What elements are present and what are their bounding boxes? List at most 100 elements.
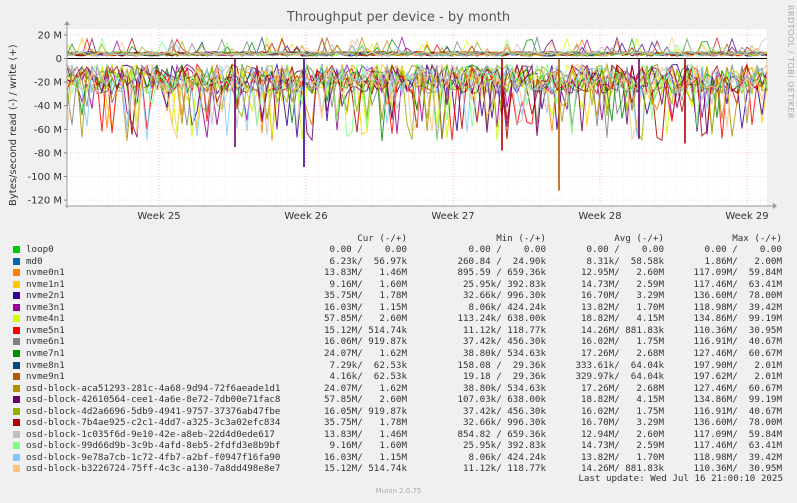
legend-swatch — [13, 326, 20, 334]
legend-series-name: md0 — [26, 255, 43, 267]
legend-min-value: 11.12k/ 118.77k — [463, 324, 546, 336]
series-read-line — [66, 58, 768, 141]
legend-row: osd-block-4d2a6696-5db9-4941-9757-37376a… — [0, 406, 797, 417]
legend-cur-value: 15.12M/ 514.74k — [324, 463, 407, 475]
legend-avg-value: 13.82M/ 1.70M — [581, 451, 664, 463]
legend-max-value: 136.60M/ 78.00M — [693, 417, 782, 429]
legend-swatch — [13, 373, 20, 381]
legend-series-name: nvme6n1 — [26, 336, 65, 348]
legend-min-value: 11.12k/ 118.77k — [463, 463, 546, 475]
legend-max-value: 117.46M/ 63.41M — [693, 440, 782, 452]
legend-avg-value: 18.82M/ 4.15M — [581, 313, 664, 325]
legend-series-name: nvme1n1 — [26, 278, 65, 290]
series-read-line — [66, 58, 768, 140]
legend-min-value: 0.00 / 0.00 — [468, 244, 546, 255]
legend-series-name: osd-block-99d66d9b-3c9b-4afd-8eb5-2fdfd3… — [26, 440, 281, 452]
x-axis-arrow — [773, 203, 777, 209]
legend-row: nvme4n1 57.85M/ 2.60M 113.24k/ 638.00k 18.8… — [0, 313, 797, 324]
legend-swatch — [13, 430, 20, 438]
legend-avg-value: 16.70M/ 3.29M — [581, 417, 664, 429]
legend-max-value: 127.46M/ 60.67M — [693, 382, 782, 394]
y-tick-label: -100 M — [27, 172, 62, 183]
x-tick-label: Week 27 — [431, 211, 474, 222]
x-tick-label: Week 28 — [578, 211, 621, 222]
y-axis-arrow — [64, 21, 70, 25]
legend-avg-value: 0.00 / 0.00 — [586, 244, 664, 255]
legend-cur-value: 16.03M/ 1.15M — [324, 451, 407, 463]
legend-series-name: osd-block-1c035f6d-9e10-42e-a8eb-22d4d0e… — [26, 428, 275, 440]
legend-row: nvme6n1 16.06M/ 919.87k 37.42k/ 456.30k 16.… — [0, 336, 797, 347]
legend-series-name: nvme0n1 — [26, 267, 65, 279]
legend-cur-value: 57.85M/ 2.60M — [324, 394, 407, 406]
y-tick-label: -40 M — [34, 101, 62, 112]
legend-min-value: 25.95k/ 392.83k — [463, 278, 546, 290]
legend-swatch — [13, 338, 20, 346]
legend-row: osd-block-1c035f6d-9e10-42e-a8eb-22d4d0e… — [0, 429, 797, 440]
legend-row: nvme1n1 9.16M/ 1.60M 25.95k/ 392.83k 14.73M… — [0, 279, 797, 290]
legend-cur-value: 15.12M/ 514.74k — [324, 324, 407, 336]
legend-series-name: osd-block-aca51293-281c-4a68-9d94-72f6ae… — [26, 382, 281, 394]
legend-avg-value: 18.82M/ 4.15M — [581, 394, 664, 406]
y-tick-label: -20 M — [34, 78, 62, 89]
legend-avg-value: 14.73M/ 2.59M — [581, 278, 664, 290]
legend-row: osd-block-b3226724-75ff-4c3c-a130-7a8dd4… — [0, 463, 797, 474]
legend-max-value: 197.90M/ 2.01M — [693, 359, 782, 371]
legend-cur-value: 16.06M/ 919.87k — [324, 336, 407, 348]
legend-cur-value: 24.07M/ 1.62M — [324, 347, 407, 359]
legend-avg-value: 8.31k/ 58.58k — [586, 255, 664, 267]
legend-row: md0 6.23k/ 56.97k 260.84 / 24.90k 8.31k/ 58… — [0, 256, 797, 267]
legend-swatch — [13, 349, 20, 357]
legend-row: nvme3n1 16.03M/ 1.15M 8.06k/ 424.24k 13.82M… — [0, 302, 797, 313]
legend-avg-value: 16.02M/ 1.75M — [581, 405, 664, 417]
last-update: Last update: Wed Jul 16 21:00:10 2025 — [578, 473, 783, 484]
legend-series-name: osd-block-42610564-cee1-4a6e-8e72-7db00e… — [26, 394, 281, 406]
legend-row: osd-block-42610564-cee1-4a6e-8e72-7db00e… — [0, 394, 797, 405]
series-write-line — [66, 36, 768, 57]
legend-swatch — [13, 315, 20, 323]
legend-avg-value: 16.70M/ 3.29M — [581, 290, 664, 302]
legend-max-value: 117.46M/ 63.41M — [693, 278, 782, 290]
legend-row: nvme8n1 7.29k/ 62.53k 158.08 / 29.36k 333.6… — [0, 360, 797, 371]
legend-cur-value: 13.83M/ 1.46M — [324, 267, 407, 279]
legend-avg-value: 14.26M/ 881.83k — [581, 463, 664, 475]
legend-min-value: 260.84 / 24.90k — [457, 255, 546, 267]
legend-avg-value: 12.95M/ 2.60M — [581, 267, 664, 279]
chart: 20 M 0 -20 M -40 M -60 M -80 M -100 M -120 M Wee… — [27, 21, 777, 222]
legend-row: loop0 0.00 / 0.00 0.00 / 0.00 0.00 / 0.00 0.… — [0, 244, 797, 255]
legend-row: nvme0n1 13.83M/ 1.46M 895.59 / 659.36k 12.9… — [0, 267, 797, 278]
legend-swatch — [13, 292, 20, 300]
legend-max-value: 110.36M/ 30.95M — [693, 463, 782, 475]
legend-max-value: 0.00 / 0.00 — [704, 244, 782, 255]
legend-min-value: 38.80k/ 534.63k — [463, 347, 546, 359]
series-write-line — [66, 36, 768, 57]
legend-cur-value: 6.23k/ 56.97k — [329, 255, 407, 267]
legend-min-value: 107.03k/ 638.00k — [457, 394, 546, 406]
legend-swatch — [13, 407, 20, 415]
legend-swatch — [13, 384, 20, 392]
legend-row: osd-block-9e78a7cb-1c72-4fb7-a2bf-f0947f… — [0, 452, 797, 463]
legend-avg-value: 17.26M/ 2.68M — [581, 382, 664, 394]
legend-max-value: 110.36M/ 30.95M — [693, 324, 782, 336]
series-read-line — [66, 58, 768, 141]
legend-cur-value: 57.85M/ 2.60M — [324, 313, 407, 325]
legend-min-value: 32.66k/ 996.30k — [463, 290, 546, 302]
chart-title: Throughput per device - by month — [286, 10, 511, 25]
legend-avg-value: 14.26M/ 881.83k — [581, 324, 664, 336]
legend-swatch — [13, 396, 20, 404]
legend-swatch — [13, 465, 20, 473]
legend-cur-value: 9.16M/ 1.60M — [329, 440, 407, 452]
legend-series-name: nvme2n1 — [26, 290, 65, 302]
legend-min-value: 158.08 / 29.36k — [457, 359, 546, 371]
munin-version: Munin 2.0.75 — [375, 487, 422, 495]
legend-swatch — [13, 280, 20, 288]
legend-series-name: nvme3n1 — [26, 301, 65, 313]
legend-max-value: 116.91M/ 40.67M — [693, 405, 782, 417]
legend-series-name: loop0 — [26, 244, 54, 255]
legend-swatch — [13, 257, 20, 265]
y-tick-label: -120 M — [27, 196, 62, 207]
legend-header-avg: Avg (-/+) — [614, 233, 664, 244]
legend-cur-value: 0.00 / 0.00 — [329, 244, 407, 255]
legend-avg-value: 16.02M/ 1.75M — [581, 336, 664, 348]
legend-max-value: 136.60M/ 78.00M — [693, 290, 782, 302]
legend-avg-value: 329.97k/ 64.04k — [575, 371, 664, 383]
